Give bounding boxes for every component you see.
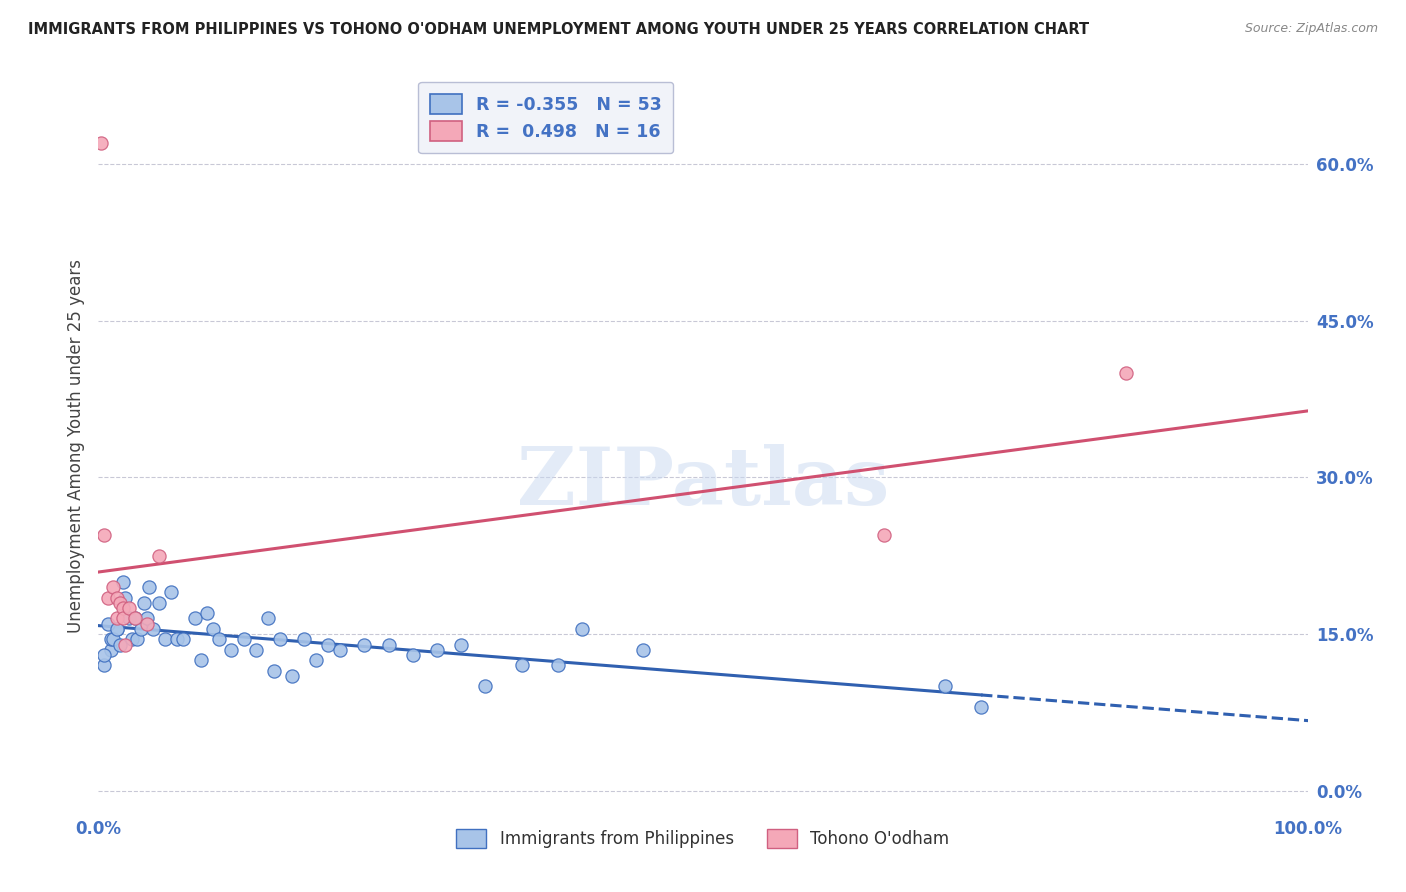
Point	[631, 642, 654, 657]
Point	[114, 591, 136, 605]
Point	[124, 611, 146, 625]
Point	[148, 596, 170, 610]
Point	[281, 669, 304, 683]
Point	[873, 528, 896, 542]
Point	[101, 580, 124, 594]
Point	[111, 574, 134, 589]
Point	[105, 611, 128, 625]
Point	[93, 648, 115, 662]
Point	[934, 679, 956, 693]
Point	[108, 596, 131, 610]
Text: IMMIGRANTS FROM PHILIPPINES VS TOHONO O'ODHAM UNEMPLOYMENT AMONG YOUTH UNDER 25 : IMMIGRANTS FROM PHILIPPINES VS TOHONO O'…	[28, 22, 1090, 37]
Point	[90, 136, 112, 150]
Point	[245, 642, 267, 657]
Point	[166, 632, 188, 647]
Point	[118, 611, 141, 625]
Point	[111, 601, 134, 615]
Point	[292, 632, 315, 647]
Point	[195, 606, 218, 620]
Point	[101, 632, 124, 647]
Point	[135, 616, 157, 631]
Point	[105, 622, 128, 636]
Point	[208, 632, 231, 647]
Text: ZIPatlas: ZIPatlas	[517, 443, 889, 522]
Point	[329, 642, 352, 657]
Point	[450, 638, 472, 652]
Point	[970, 700, 993, 714]
Point	[100, 642, 122, 657]
Point	[263, 664, 285, 678]
Text: Source: ZipAtlas.com: Source: ZipAtlas.com	[1244, 22, 1378, 36]
Point	[353, 638, 375, 652]
Point	[153, 632, 176, 647]
Point	[121, 632, 143, 647]
Point	[571, 622, 593, 636]
Point	[184, 611, 207, 625]
Point	[105, 591, 128, 605]
Point	[142, 622, 165, 636]
Point	[402, 648, 425, 662]
Point	[127, 632, 149, 647]
Point	[97, 616, 120, 631]
Point	[1115, 366, 1137, 380]
Point	[93, 658, 115, 673]
Point	[172, 632, 194, 647]
Point	[124, 611, 146, 625]
Legend: Immigrants from Philippines, Tohono O'odham: Immigrants from Philippines, Tohono O'od…	[450, 822, 956, 855]
Point	[108, 638, 131, 652]
Point	[305, 653, 328, 667]
Point	[129, 622, 152, 636]
Point	[105, 622, 128, 636]
Point	[269, 632, 291, 647]
Point	[316, 638, 339, 652]
Point	[202, 622, 225, 636]
Point	[160, 585, 183, 599]
Point	[510, 658, 533, 673]
Point	[111, 611, 134, 625]
Point	[474, 679, 496, 693]
Point	[547, 658, 569, 673]
Point	[135, 611, 157, 625]
Point	[114, 638, 136, 652]
Point	[97, 591, 120, 605]
Point	[232, 632, 254, 647]
Point	[138, 580, 160, 594]
Point	[190, 653, 212, 667]
Point	[221, 642, 243, 657]
Point	[134, 596, 156, 610]
Point	[426, 642, 449, 657]
Point	[148, 549, 170, 563]
Y-axis label: Unemployment Among Youth under 25 years: Unemployment Among Youth under 25 years	[66, 259, 84, 633]
Point	[377, 638, 399, 652]
Point	[93, 528, 115, 542]
Point	[118, 601, 141, 615]
Point	[256, 611, 278, 625]
Point	[100, 632, 122, 647]
